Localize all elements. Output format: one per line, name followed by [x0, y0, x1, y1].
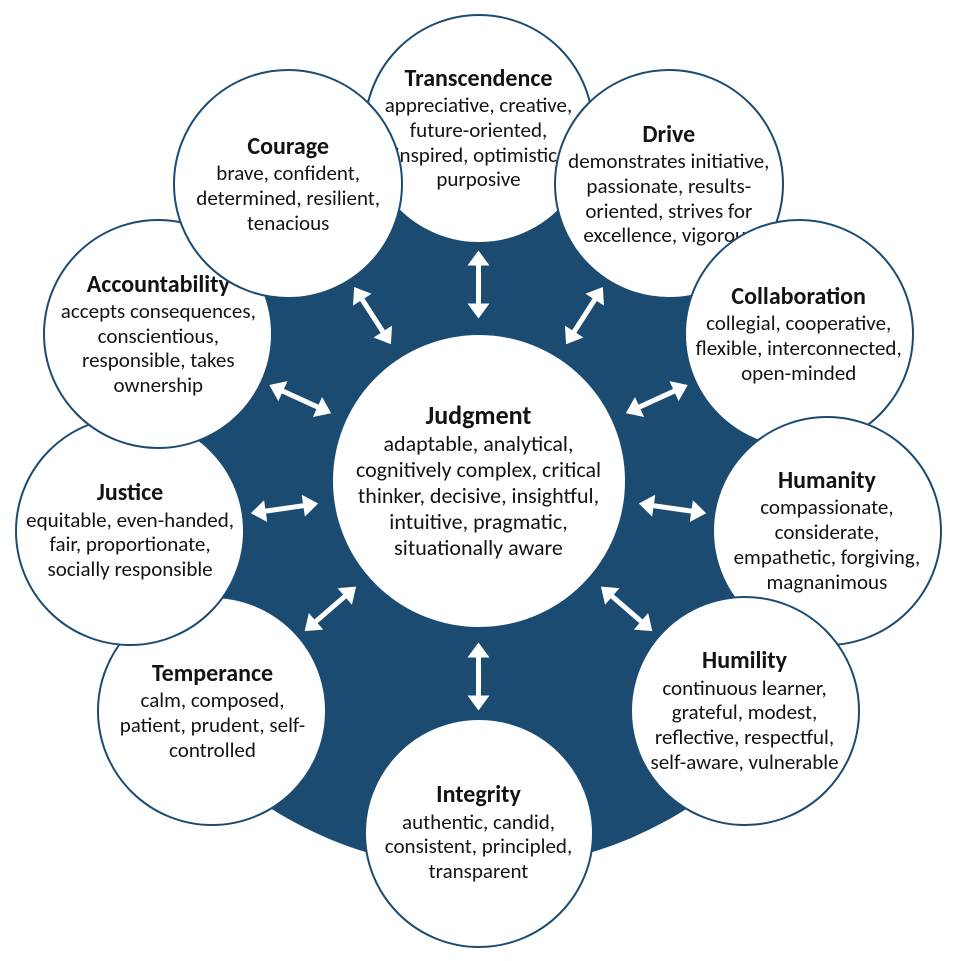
- node-title: Justice: [97, 479, 163, 507]
- node-collaboration: Collaboration collegial, cooperative, fl…: [684, 219, 914, 449]
- node-title: Courage: [247, 133, 329, 161]
- node-desc: collegial, cooperative, flexible, interc…: [694, 311, 904, 385]
- node-courage: Courage brave, confident, determined, re…: [173, 69, 403, 299]
- node-desc: equitable, even-handed, fair, proportion…: [25, 508, 235, 582]
- node-desc: appreciative, creative, future-oriented,…: [374, 93, 584, 192]
- virtues-diagram: Judgment adaptable, analytical, cognitiv…: [0, 0, 957, 961]
- node-title: Humility: [702, 647, 787, 675]
- center-title: Judgment: [426, 400, 532, 431]
- node-desc: compassionate, considerate, empathetic, …: [722, 495, 932, 594]
- node-title: Integrity: [436, 781, 521, 809]
- center-node-judgment: Judgment adaptable, analytical, cognitiv…: [331, 333, 627, 629]
- node-desc: authentic, candid, consistent, principle…: [374, 810, 584, 884]
- node-title: Collaboration: [731, 283, 865, 311]
- node-title: Transcendence: [405, 65, 553, 93]
- node-desc: brave, confident, determined, resilient,…: [183, 161, 393, 235]
- node-integrity: Integrity authentic, candid, consistent,…: [364, 718, 594, 948]
- node-title: Accountability: [87, 271, 230, 299]
- node-desc: calm, composed, patient, prudent, self-c…: [107, 688, 317, 762]
- node-desc: accepts consequences, conscientious, res…: [53, 299, 263, 398]
- node-justice: Justice equitable, even-handed, fair, pr…: [15, 416, 245, 646]
- node-desc: continuous learner, grateful, modest, re…: [640, 676, 850, 775]
- node-title: Temperance: [152, 660, 273, 688]
- node-humility: Humility continuous learner, grateful, m…: [630, 596, 860, 826]
- node-title: Humanity: [778, 467, 876, 495]
- center-desc: adaptable, analytical, cognitively compl…: [347, 431, 611, 561]
- node-title: Drive: [642, 121, 695, 149]
